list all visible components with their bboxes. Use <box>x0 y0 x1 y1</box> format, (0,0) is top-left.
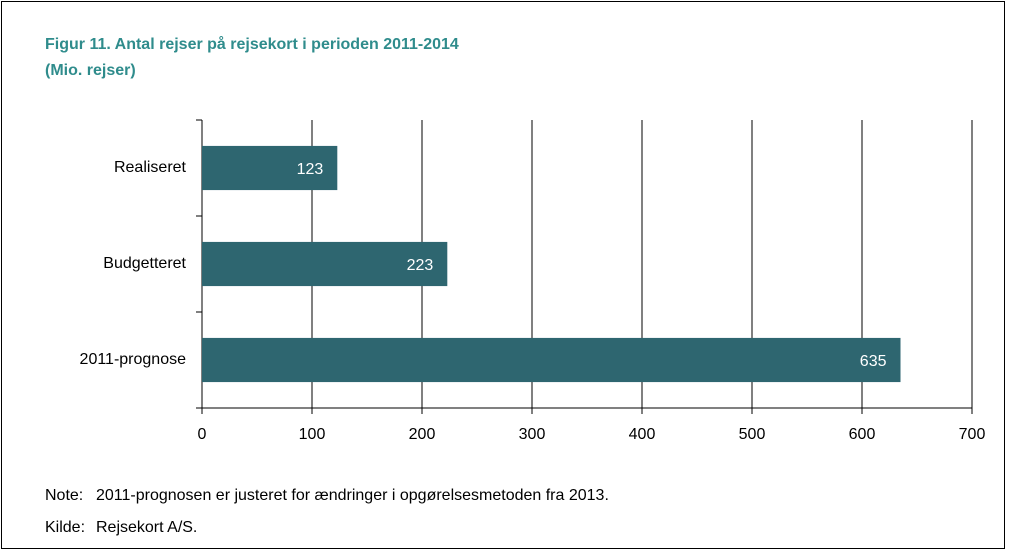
x-tick-label: 500 <box>739 426 766 443</box>
x-tick-label: 600 <box>849 426 876 443</box>
value-label: 123 <box>297 161 324 178</box>
x-tick-label: 200 <box>409 426 436 443</box>
x-tick-label: 700 <box>959 426 986 443</box>
x-tick-label: 400 <box>629 426 656 443</box>
x-tick-label: 0 <box>198 426 207 443</box>
note-label: Kilde: <box>45 519 85 536</box>
note-text: Rejsekort A/S. <box>96 519 197 536</box>
chart-title: Figur 11. Antal rejser på rejsekort i pe… <box>45 35 459 53</box>
note-label: Note: <box>45 487 83 504</box>
value-label: 223 <box>407 257 434 274</box>
y-tick-label: Budgetteret <box>103 255 186 272</box>
value-label: 635 <box>860 353 887 370</box>
x-tick-label: 300 <box>519 426 546 443</box>
x-tick-label: 100 <box>299 426 326 443</box>
note-text: 2011-prognosen er justeret for ændringer… <box>96 487 609 504</box>
bar <box>202 145 338 191</box>
bar <box>202 241 448 287</box>
chart-subtitle: (Mio. rejser) <box>45 62 136 79</box>
y-tick-label: Realiseret <box>114 159 187 176</box>
bar <box>202 337 901 383</box>
y-tick-label: 2011-prognose <box>80 351 187 368</box>
